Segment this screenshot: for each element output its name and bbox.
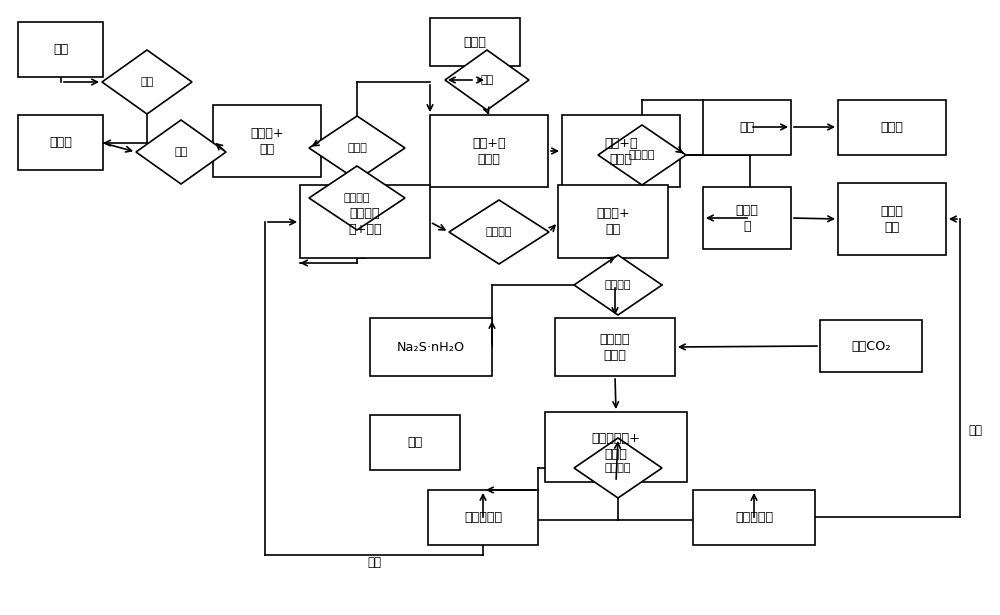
Text: 少量CO₂: 少量CO₂ — [851, 339, 891, 352]
Text: 稀硫酸: 稀硫酸 — [464, 36, 486, 49]
Text: 煤渣+硫
酸锂液: 煤渣+硫 酸锂液 — [604, 137, 638, 165]
Text: 销售: 销售 — [407, 436, 423, 449]
FancyBboxPatch shape — [693, 490, 815, 545]
FancyBboxPatch shape — [370, 415, 460, 470]
Text: 固液分离: 固液分离 — [605, 280, 631, 290]
Polygon shape — [574, 255, 662, 315]
FancyBboxPatch shape — [838, 183, 946, 255]
Text: 碳酸锂固体: 碳酸锂固体 — [735, 511, 773, 524]
Text: 硫酸锂
液: 硫酸锂 液 — [736, 204, 758, 232]
FancyBboxPatch shape — [838, 100, 946, 155]
Text: 固液分离: 固液分离 — [605, 463, 631, 473]
Text: 浸泡: 浸泡 — [480, 75, 494, 85]
Text: 混料: 混料 — [140, 77, 154, 87]
Text: 硫化钠含
锂母液: 硫化钠含 锂母液 — [600, 333, 630, 362]
Text: 硫酸钠: 硫酸钠 — [49, 136, 72, 149]
Polygon shape — [102, 50, 192, 114]
Text: 硫化钠+
煤渣: 硫化钠+ 煤渣 — [250, 127, 284, 156]
FancyBboxPatch shape — [562, 115, 680, 187]
Text: 煤渣+碳
酸锂渣: 煤渣+碳 酸锂渣 — [472, 137, 506, 165]
Text: 固液分离: 固液分离 — [629, 150, 655, 160]
FancyBboxPatch shape — [300, 185, 430, 258]
Text: 锂盐生
产线: 锂盐生 产线 — [881, 205, 903, 234]
Text: 煤粉: 煤粉 — [53, 43, 68, 56]
FancyBboxPatch shape — [18, 115, 103, 170]
Polygon shape — [136, 120, 226, 184]
Text: 硫化钠母液+
碳酸锂: 硫化钠母液+ 碳酸锂 — [592, 432, 640, 461]
Text: 返回: 返回 — [367, 555, 381, 568]
Polygon shape — [309, 166, 405, 230]
FancyBboxPatch shape — [370, 318, 492, 376]
Polygon shape — [574, 438, 662, 498]
Text: 煤渣场: 煤渣场 — [881, 121, 903, 134]
Polygon shape — [309, 116, 405, 180]
Text: Na₂S·nH₂O: Na₂S·nH₂O — [397, 341, 465, 354]
FancyBboxPatch shape — [558, 185, 668, 258]
Polygon shape — [445, 50, 529, 110]
FancyBboxPatch shape — [703, 187, 791, 249]
FancyBboxPatch shape — [428, 490, 538, 545]
Text: 硫化钠溶
液+锂液: 硫化钠溶 液+锂液 — [348, 207, 382, 236]
Text: 水提取: 水提取 — [347, 143, 367, 153]
FancyBboxPatch shape — [545, 412, 687, 482]
Text: 煤渣: 煤渣 — [739, 121, 755, 134]
Text: 返回: 返回 — [968, 424, 982, 437]
FancyBboxPatch shape — [703, 100, 791, 155]
Text: 蒸发结晶: 蒸发结晶 — [486, 227, 512, 237]
FancyBboxPatch shape — [18, 22, 103, 77]
FancyBboxPatch shape — [555, 318, 675, 376]
FancyBboxPatch shape — [820, 320, 922, 372]
Text: 硫化钠母液: 硫化钠母液 — [464, 511, 502, 524]
FancyBboxPatch shape — [430, 115, 548, 187]
Text: 固液分离: 固液分离 — [344, 193, 370, 203]
FancyBboxPatch shape — [213, 105, 321, 177]
Text: 焙烧: 焙烧 — [174, 147, 188, 157]
Text: 硫化钠+
母液: 硫化钠+ 母液 — [596, 207, 630, 236]
FancyBboxPatch shape — [430, 18, 520, 66]
Polygon shape — [598, 125, 686, 185]
Polygon shape — [449, 200, 549, 264]
